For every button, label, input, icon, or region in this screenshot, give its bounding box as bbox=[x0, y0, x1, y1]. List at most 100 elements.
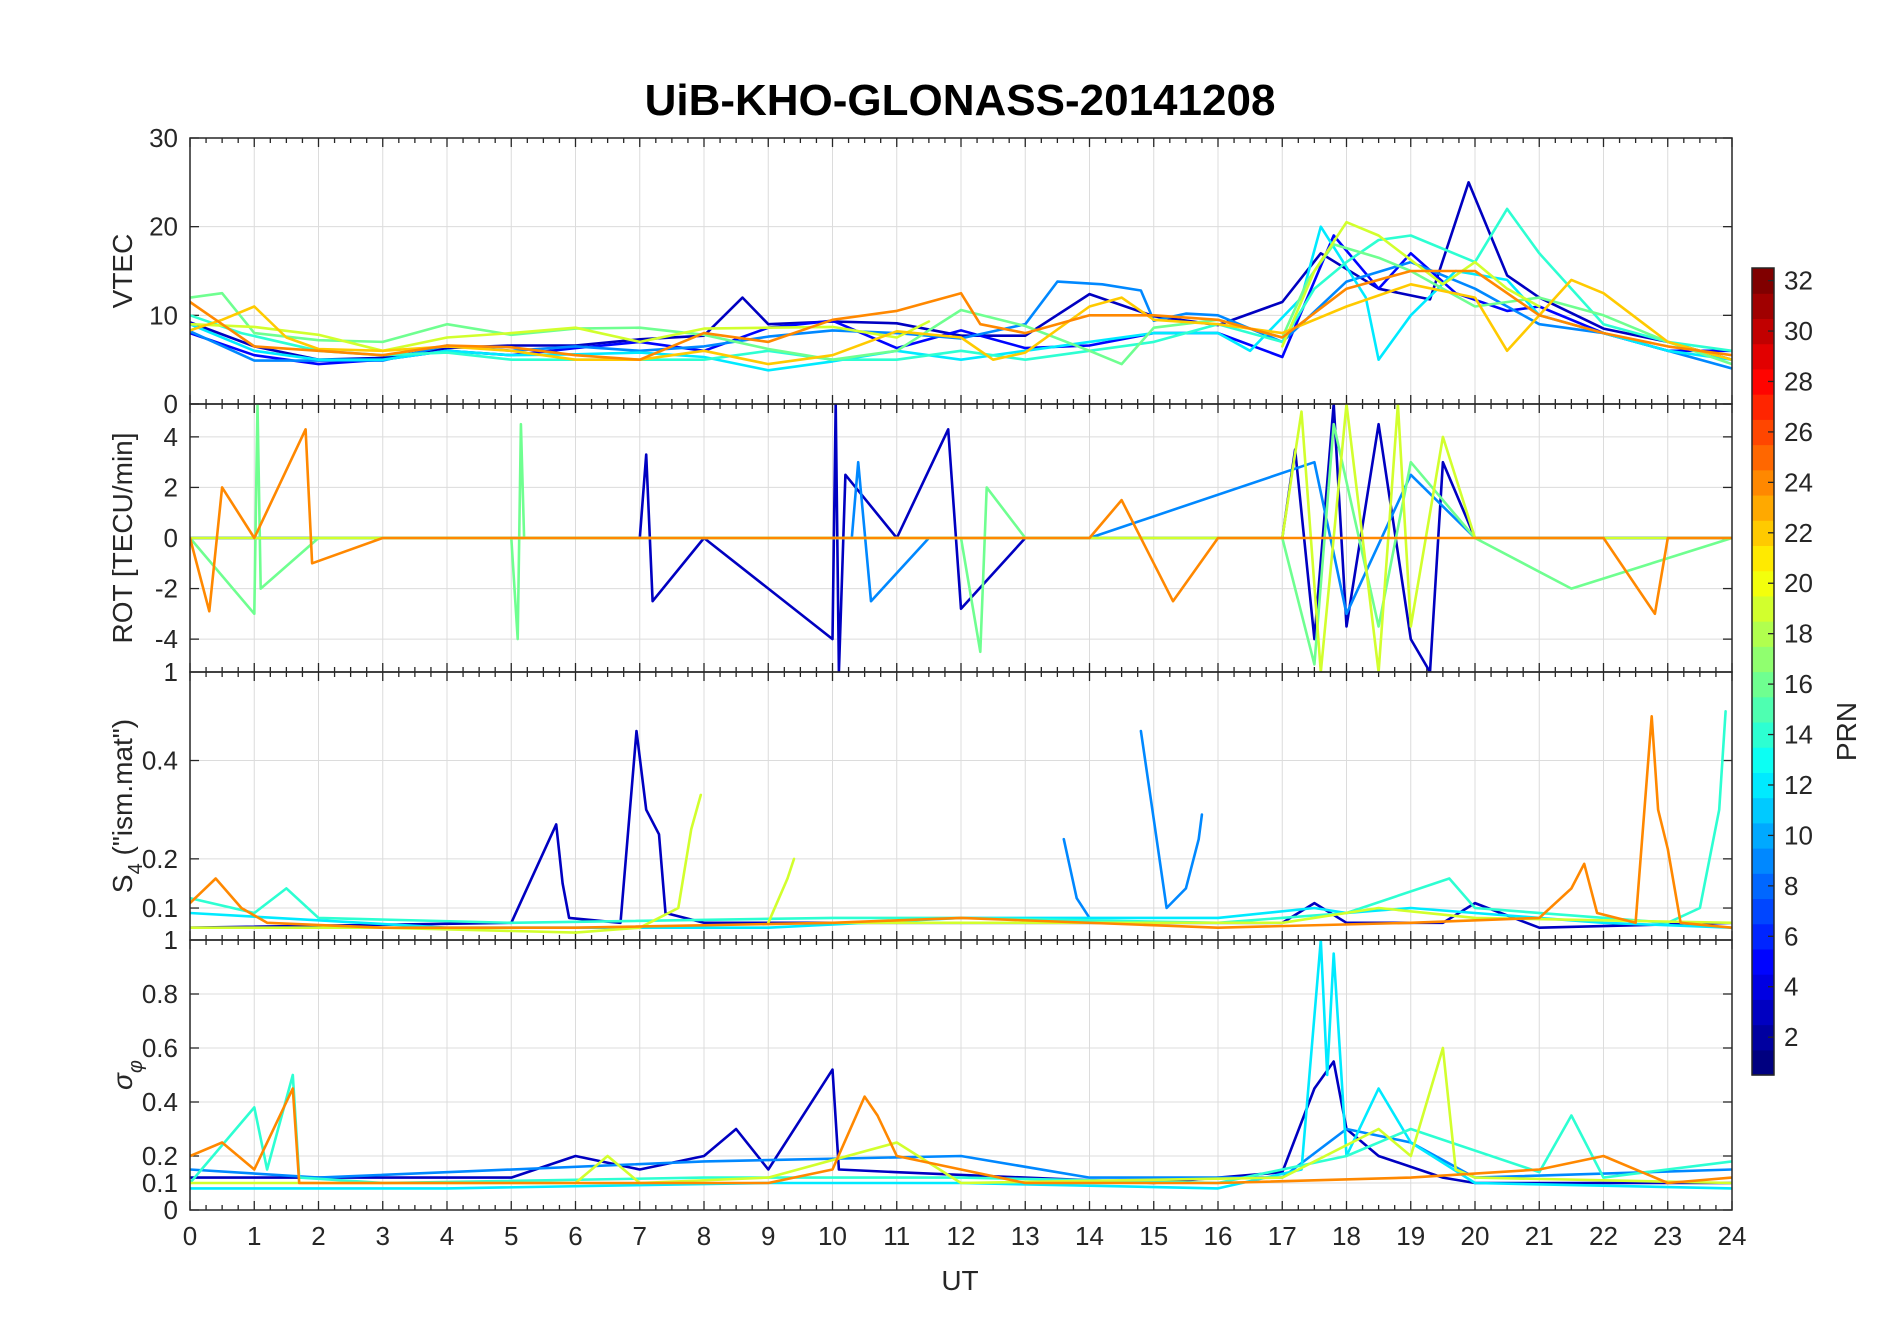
x-tick-label: 7 bbox=[633, 1221, 647, 1251]
colorbar-swatch bbox=[1752, 520, 1774, 547]
colorbar-swatch bbox=[1752, 721, 1774, 748]
x-tick-label: 2 bbox=[311, 1221, 325, 1251]
colorbar-swatch bbox=[1752, 343, 1774, 370]
y-tick-label: 30 bbox=[149, 123, 178, 153]
series-prn-14 bbox=[190, 1073, 1732, 1185]
colorbar-tick-label: 30 bbox=[1784, 316, 1813, 346]
series-prn-24 bbox=[190, 428, 1732, 616]
colorbar-swatch bbox=[1752, 318, 1774, 345]
colorbar-swatch bbox=[1752, 974, 1774, 1000]
colorbar-swatch bbox=[1752, 293, 1774, 320]
y-tick-label: 0.8 bbox=[142, 979, 178, 1009]
colorbar-swatch bbox=[1752, 621, 1774, 647]
series-prn-19 bbox=[767, 857, 796, 925]
y-tick-label: 0.1 bbox=[142, 893, 178, 923]
colorbar-tick-label: 14 bbox=[1784, 720, 1813, 750]
series-prn-19 bbox=[190, 1046, 1732, 1185]
colorbar-tick-label: 8 bbox=[1784, 871, 1798, 901]
series-prn-14 bbox=[190, 710, 1727, 925]
x-tick-label: 24 bbox=[1718, 1221, 1747, 1251]
y-tick-label: 0 bbox=[164, 1195, 178, 1225]
panel-s4: 0.1 0.2 0.4 1 S4 ("ism.mat") bbox=[107, 657, 1733, 941]
traces-sigma_phi bbox=[190, 940, 1732, 1190]
colorbar-swatch bbox=[1752, 822, 1774, 849]
colorbar-tick-label: 24 bbox=[1784, 467, 1813, 497]
x-tick-label: 0 bbox=[183, 1221, 197, 1251]
y-axis-label-sigma_phi: σφ bbox=[107, 1060, 147, 1090]
panel-rot: -4 -2 0 2 4 ROT [TECU/min] bbox=[107, 403, 1733, 673]
colorbar-swatch bbox=[1752, 797, 1774, 824]
y-tick-label-top: 1 bbox=[164, 925, 178, 955]
y-tick-label: 4 bbox=[164, 422, 178, 452]
y-axis-label-s4: S4 ("ism.mat") bbox=[107, 719, 147, 893]
colorbar-tick-label: 28 bbox=[1784, 366, 1813, 396]
colorbar-swatch bbox=[1752, 419, 1774, 446]
x-tick-label: 5 bbox=[504, 1221, 518, 1251]
y-tick-label: 0.2 bbox=[142, 844, 178, 874]
x-tick-label: 16 bbox=[1204, 1221, 1233, 1251]
colorbar-swatch bbox=[1752, 772, 1774, 799]
colorbar-tick-label: 6 bbox=[1784, 921, 1798, 951]
series-prn-3 bbox=[190, 1060, 1732, 1185]
colorbar-swatch bbox=[1752, 873, 1774, 900]
series-prn-9 bbox=[1062, 837, 1091, 920]
colorbar-tick-label: 20 bbox=[1784, 568, 1813, 598]
colorbar-tick-label: 26 bbox=[1784, 417, 1813, 447]
colorbar-swatch bbox=[1752, 747, 1774, 773]
x-tick-label: 18 bbox=[1332, 1221, 1361, 1251]
colorbar-swatch bbox=[1752, 948, 1774, 975]
colorbar-tick-label: 4 bbox=[1784, 972, 1798, 1002]
series-prn-3 bbox=[190, 729, 1732, 929]
series-prn-12 bbox=[190, 225, 1732, 372]
x-tick-label: 19 bbox=[1396, 1221, 1425, 1251]
colorbar-swatch bbox=[1752, 696, 1774, 723]
y-tick-label-top: 1 bbox=[164, 657, 178, 687]
y-axis-label-rot: ROT [TECU/min] bbox=[107, 432, 138, 643]
chart-title: UiB-KHO-GLONASS-20141208 bbox=[645, 76, 1276, 125]
colorbar-swatch bbox=[1752, 848, 1774, 874]
y-tick-label: 0.1 bbox=[142, 1168, 178, 1198]
x-tick-label: 8 bbox=[697, 1221, 711, 1251]
colorbar-swatch bbox=[1752, 469, 1774, 496]
y-tick-label: 0.4 bbox=[142, 1087, 178, 1117]
x-tick-label: 23 bbox=[1653, 1221, 1682, 1251]
x-axis-label: UT bbox=[941, 1265, 978, 1296]
colorbar-swatch bbox=[1752, 595, 1774, 622]
colorbar-label: PRN bbox=[1831, 702, 1862, 761]
colorbar-swatch bbox=[1752, 898, 1774, 925]
x-tick-label: 3 bbox=[376, 1221, 390, 1251]
y-tick-label: 0 bbox=[164, 389, 178, 419]
y-tick-label: 0.6 bbox=[142, 1033, 178, 1063]
colorbar-tick-label: 10 bbox=[1784, 820, 1813, 850]
colorbar-swatch bbox=[1752, 1024, 1774, 1051]
ylabel-main: σ bbox=[107, 1072, 138, 1090]
x-tick-label: 6 bbox=[568, 1221, 582, 1251]
colorbar-swatch bbox=[1752, 444, 1774, 471]
panel-sigma_phi: 00.10.2 0.4 0.6 0.8 1 σφ bbox=[107, 925, 1733, 1225]
series-prn-16 bbox=[190, 404, 1732, 666]
traces-rot bbox=[190, 404, 1732, 672]
x-tick-label: 4 bbox=[440, 1221, 454, 1251]
series-prn-22 bbox=[190, 278, 1732, 366]
x-tick-label: 13 bbox=[1011, 1221, 1040, 1251]
series-prn-16 bbox=[190, 243, 1732, 366]
y-tick-label: 0 bbox=[164, 523, 178, 553]
colorbar-swatch bbox=[1752, 368, 1774, 395]
traces-vtec bbox=[190, 181, 1732, 372]
x-tick-label: 17 bbox=[1268, 1221, 1297, 1251]
colorbar-tick-label: 18 bbox=[1784, 619, 1813, 649]
series-prn-24 bbox=[190, 715, 1732, 929]
colorbar-swatch bbox=[1752, 671, 1774, 698]
y-tick-label: 0.2 bbox=[142, 1141, 178, 1171]
colorbar-tick-label: 16 bbox=[1784, 669, 1813, 699]
series-prn-3 bbox=[190, 404, 1732, 672]
y-tick-label: 2 bbox=[164, 472, 178, 502]
y-tick-label: 20 bbox=[149, 212, 178, 242]
ylabel-sub: 4 bbox=[125, 863, 147, 874]
series-prn-24 bbox=[190, 269, 1732, 361]
x-tick-label: 11 bbox=[883, 1221, 910, 1251]
x-tick-label: 20 bbox=[1461, 1221, 1490, 1251]
x-tick-label: 10 bbox=[818, 1221, 847, 1251]
